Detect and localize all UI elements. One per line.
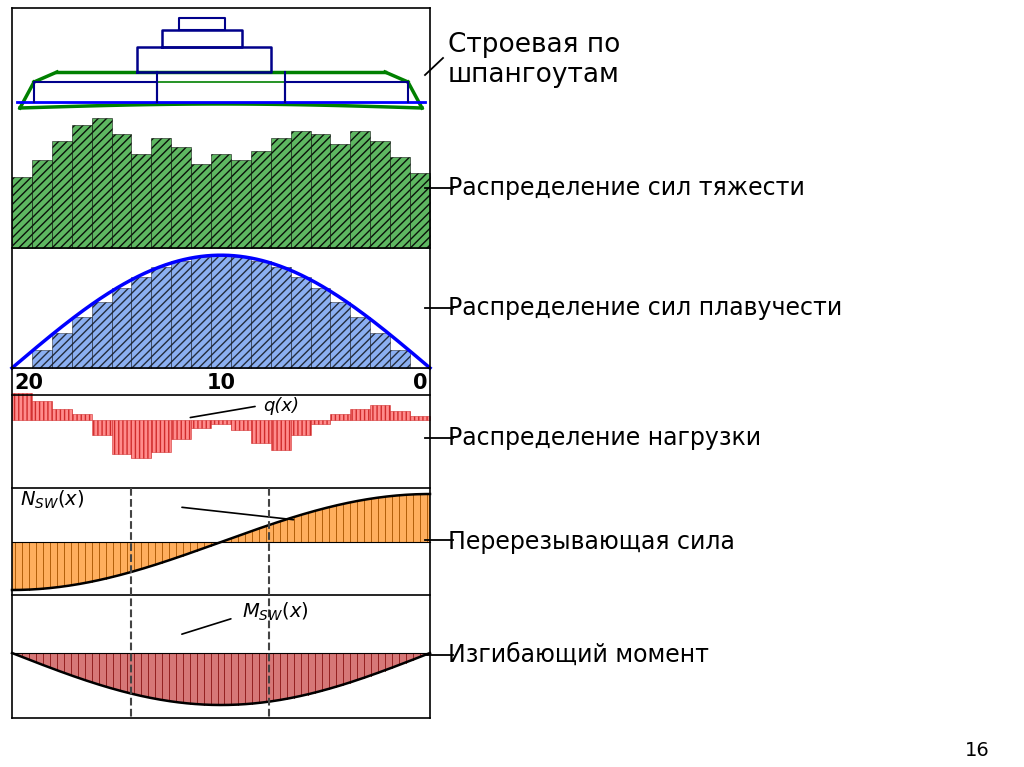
Bar — [251, 261, 270, 368]
Text: 10: 10 — [207, 373, 236, 393]
Bar — [371, 333, 390, 368]
Bar — [211, 255, 231, 368]
Bar — [310, 420, 331, 424]
Text: Изгибающий момент: Изгибающий момент — [449, 643, 709, 667]
Bar — [350, 409, 371, 420]
Bar — [410, 173, 430, 248]
Bar — [52, 141, 72, 248]
Bar — [331, 414, 350, 420]
Bar — [72, 317, 91, 368]
Bar — [231, 257, 251, 368]
Bar — [72, 414, 91, 420]
Bar — [152, 137, 171, 248]
Bar — [91, 420, 112, 435]
Bar — [91, 118, 112, 248]
Text: Распределение нагрузки: Распределение нагрузки — [449, 426, 761, 450]
Text: q(x): q(x) — [263, 397, 299, 415]
Bar — [270, 137, 291, 248]
Text: Распределение сил тяжести: Распределение сил тяжести — [449, 176, 805, 200]
Bar — [112, 288, 131, 368]
Bar — [12, 176, 32, 248]
Bar — [152, 420, 171, 453]
Bar — [410, 416, 430, 420]
Text: 16: 16 — [966, 740, 990, 759]
Bar — [131, 420, 152, 458]
Bar — [171, 146, 191, 248]
Bar — [231, 420, 251, 430]
Bar — [131, 154, 152, 248]
Bar — [310, 133, 331, 248]
Bar — [350, 131, 371, 248]
Bar — [112, 133, 131, 248]
Bar — [390, 351, 410, 368]
Bar — [270, 420, 291, 450]
Text: Распределение сил плавучести: Распределение сил плавучести — [449, 296, 843, 320]
Bar — [52, 409, 72, 420]
Bar — [251, 420, 270, 443]
Bar — [291, 277, 310, 368]
Bar — [152, 268, 171, 368]
Bar — [251, 150, 270, 248]
Bar — [72, 124, 91, 248]
Bar — [171, 420, 191, 439]
Bar — [91, 301, 112, 368]
Bar — [52, 333, 72, 368]
Bar — [171, 261, 191, 368]
Bar — [191, 257, 211, 368]
Bar — [350, 317, 371, 368]
Bar — [12, 393, 32, 420]
Text: 20: 20 — [14, 373, 43, 393]
Bar — [191, 163, 211, 248]
Bar — [291, 131, 310, 248]
Text: 0: 0 — [414, 373, 428, 393]
Bar — [211, 154, 231, 248]
Bar — [231, 160, 251, 248]
Bar — [331, 301, 350, 368]
Bar — [331, 144, 350, 248]
Text: $M_{SW}(x)$: $M_{SW}(x)$ — [242, 601, 308, 623]
Text: $N_{SW}(x)$: $N_{SW}(x)$ — [20, 489, 84, 511]
Text: Строевая по
шпангоутам: Строевая по шпангоутам — [449, 32, 621, 88]
Bar — [310, 288, 331, 368]
Bar — [390, 157, 410, 248]
Text: Перерезывающая сила: Перерезывающая сила — [449, 530, 735, 554]
Bar — [371, 141, 390, 248]
Bar — [191, 420, 211, 427]
Bar — [291, 420, 310, 435]
Bar — [32, 351, 52, 368]
Bar — [371, 405, 390, 420]
Bar — [211, 420, 231, 424]
Bar — [131, 277, 152, 368]
Bar — [112, 420, 131, 454]
Bar — [32, 160, 52, 248]
Bar — [390, 410, 410, 420]
Bar — [270, 268, 291, 368]
Bar — [32, 401, 52, 420]
